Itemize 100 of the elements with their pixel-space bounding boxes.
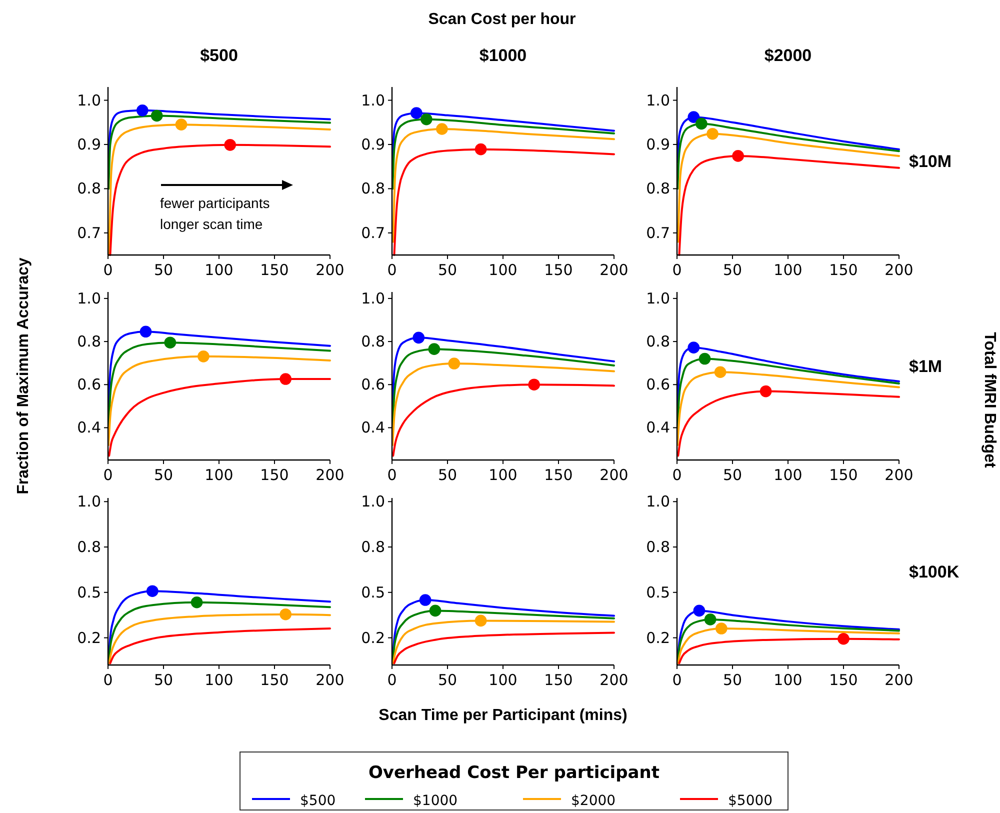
point xyxy=(688,342,700,354)
y-tick-label: 1.0 xyxy=(77,91,101,110)
x-tick-label: 0 xyxy=(672,671,682,689)
y-tick-label: 1.0 xyxy=(361,492,385,511)
y-tick-label: 0.4 xyxy=(646,418,670,437)
x-tick-label: 200 xyxy=(316,261,344,279)
x-tick-label: 200 xyxy=(600,466,628,484)
point xyxy=(474,143,487,156)
y-tick-label: 0.8 xyxy=(361,538,385,556)
y-tick-label: 0.2 xyxy=(646,628,670,647)
y-tick-label: 0.8 xyxy=(646,180,670,198)
x-tick-label: 0 xyxy=(387,671,397,689)
y-tick-label: 1.0 xyxy=(646,91,670,110)
y-tick-label: 0.9 xyxy=(361,135,385,154)
x-tick-label: 200 xyxy=(884,671,914,689)
x-tick-label: 100 xyxy=(774,466,802,484)
chart-title: $2000 xyxy=(764,46,812,65)
point xyxy=(420,113,432,126)
y-tick-label: 0.5 xyxy=(361,583,385,602)
y-tick-label: 0.9 xyxy=(646,135,670,154)
point xyxy=(698,352,711,365)
point xyxy=(688,111,700,123)
x-tick-label: 150 xyxy=(544,261,573,279)
annotation: fewer participants xyxy=(160,195,270,211)
x-tick-label: 150 xyxy=(829,466,858,484)
point xyxy=(448,358,460,370)
x-tick-label: 100 xyxy=(488,671,518,689)
y-tick-label: 0.6 xyxy=(361,376,385,394)
point xyxy=(528,378,540,391)
y-tick-label: 1.0 xyxy=(77,492,101,511)
point xyxy=(474,614,487,627)
y-tick-label: 0.5 xyxy=(77,583,101,602)
y-tick-label: 0.2 xyxy=(77,628,101,647)
y-tick-label: 0.4 xyxy=(361,418,385,437)
point xyxy=(732,150,744,162)
y-tick-label: 1.0 xyxy=(77,289,101,308)
x-tick-label: 100 xyxy=(204,671,234,689)
y-tick-label: 0.6 xyxy=(646,376,670,394)
x-tick-label: 150 xyxy=(260,671,289,689)
point xyxy=(693,604,706,617)
x-tick-label: 150 xyxy=(260,261,289,279)
x-tick-label: 200 xyxy=(600,671,628,689)
y-tick-label: 0.7 xyxy=(361,224,385,242)
point xyxy=(136,104,148,116)
y-tick-label: 0.7 xyxy=(646,224,670,242)
y-tick-label: 0.8 xyxy=(646,332,670,351)
y-tick-label: 0.8 xyxy=(77,332,101,351)
annotation: longer scan time xyxy=(160,216,263,232)
x-tick-label: 200 xyxy=(600,261,628,279)
y-tick-label: 0.8 xyxy=(646,538,670,556)
y-tick-label: 0.9 xyxy=(77,135,101,154)
point xyxy=(164,336,176,349)
x-tick-label: 50 xyxy=(154,261,174,279)
x-tick-label: 50 xyxy=(722,466,742,484)
y-tick-label: 0.8 xyxy=(361,180,385,198)
point xyxy=(175,118,188,130)
point xyxy=(704,614,716,626)
legend-label: $5000 xyxy=(728,793,773,809)
x-tick-label: 0 xyxy=(387,466,397,484)
x-tick-label: 50 xyxy=(722,671,742,689)
x-tick-label: 100 xyxy=(488,261,518,279)
x-tick-label: 50 xyxy=(154,466,174,484)
y-axis-title: Fraction of Maximum Accuracy xyxy=(15,258,32,494)
x-tick-label: 100 xyxy=(204,261,234,279)
point xyxy=(224,139,236,151)
point xyxy=(706,128,718,140)
chart-title: $1000 xyxy=(479,46,527,65)
x-tick-label: 150 xyxy=(829,261,858,279)
point xyxy=(429,604,442,617)
x-tick-label: 200 xyxy=(884,466,914,484)
point xyxy=(140,326,152,338)
point xyxy=(198,350,210,362)
point xyxy=(760,385,772,398)
x-tick-label: 100 xyxy=(488,466,518,484)
x-tick-label: 0 xyxy=(103,671,113,689)
point xyxy=(436,123,448,135)
x-tick-label: 150 xyxy=(829,671,858,689)
chart-title: $500 xyxy=(200,46,238,65)
y-tick-label: 0.7 xyxy=(77,224,101,242)
legend-label: $500 xyxy=(300,793,336,809)
x-tick-label: 150 xyxy=(544,466,573,484)
x-tick-label: 100 xyxy=(204,466,234,484)
x-tick-label: 0 xyxy=(103,466,113,484)
y-tick-label: 0.6 xyxy=(77,376,101,394)
x-tick-label: 100 xyxy=(774,261,802,279)
y-tick-label: 0.4 xyxy=(77,418,101,437)
x-tick-label: 150 xyxy=(260,466,289,484)
point xyxy=(410,107,422,119)
y-tick-label: 0.5 xyxy=(646,583,670,602)
y-tick-label: 1.0 xyxy=(646,289,670,308)
point xyxy=(428,343,440,355)
x-tick-label: 100 xyxy=(774,671,802,689)
point xyxy=(696,118,708,130)
y2-axis-title: $1M xyxy=(909,357,942,376)
legend-title: Overhead Cost Per participant xyxy=(368,763,660,783)
text: Total fMRI Budget xyxy=(981,332,998,469)
point xyxy=(838,632,850,645)
y-tick-label: 0.2 xyxy=(361,628,385,647)
point xyxy=(150,110,163,122)
x-tick-label: 0 xyxy=(672,466,682,484)
